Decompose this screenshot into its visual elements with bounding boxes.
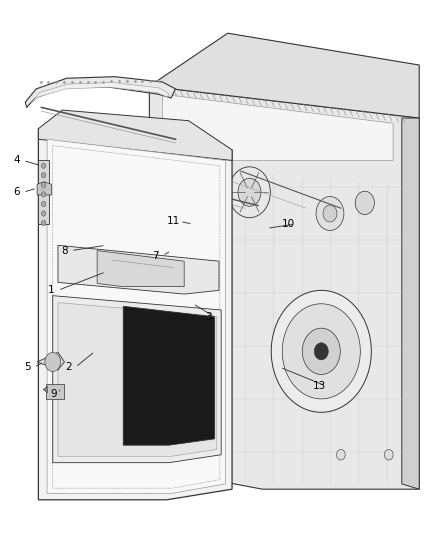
Text: 13: 13 [312, 381, 326, 391]
Circle shape [42, 163, 46, 168]
Polygon shape [31, 83, 170, 103]
Polygon shape [123, 306, 215, 445]
Polygon shape [39, 110, 232, 160]
Text: 2: 2 [66, 362, 72, 372]
Circle shape [385, 449, 393, 460]
Text: 10: 10 [282, 219, 295, 229]
Polygon shape [39, 128, 232, 500]
Polygon shape [53, 296, 221, 463]
Polygon shape [25, 77, 176, 108]
Circle shape [316, 197, 344, 230]
Text: 8: 8 [61, 246, 68, 256]
Circle shape [165, 452, 173, 463]
Circle shape [282, 304, 360, 399]
Text: 3: 3 [205, 312, 212, 322]
Text: 1: 1 [48, 285, 55, 295]
Polygon shape [58, 303, 217, 456]
Polygon shape [46, 384, 64, 399]
Text: 9: 9 [50, 389, 57, 399]
Polygon shape [162, 94, 393, 160]
Circle shape [42, 220, 46, 225]
Circle shape [42, 211, 46, 216]
Circle shape [42, 192, 46, 197]
Polygon shape [37, 352, 64, 370]
Circle shape [271, 290, 371, 413]
Circle shape [229, 167, 270, 217]
Circle shape [165, 166, 173, 176]
Circle shape [355, 191, 374, 215]
Circle shape [323, 205, 337, 222]
Circle shape [42, 173, 46, 178]
Text: 4: 4 [13, 156, 20, 165]
Polygon shape [97, 251, 184, 287]
Text: 5: 5 [24, 362, 31, 372]
Circle shape [314, 343, 328, 360]
Polygon shape [37, 182, 51, 195]
Polygon shape [58, 245, 219, 294]
Polygon shape [149, 33, 419, 118]
Text: 11: 11 [167, 216, 180, 227]
Circle shape [336, 449, 345, 460]
Polygon shape [402, 118, 419, 489]
Polygon shape [47, 139, 226, 494]
Circle shape [302, 328, 340, 375]
Polygon shape [149, 86, 419, 489]
Text: 7: 7 [152, 251, 159, 261]
Circle shape [42, 201, 46, 207]
Polygon shape [43, 386, 47, 393]
Circle shape [238, 178, 261, 206]
Circle shape [42, 182, 46, 188]
Text: 6: 6 [13, 187, 20, 197]
Circle shape [45, 352, 60, 372]
Polygon shape [39, 160, 49, 224]
